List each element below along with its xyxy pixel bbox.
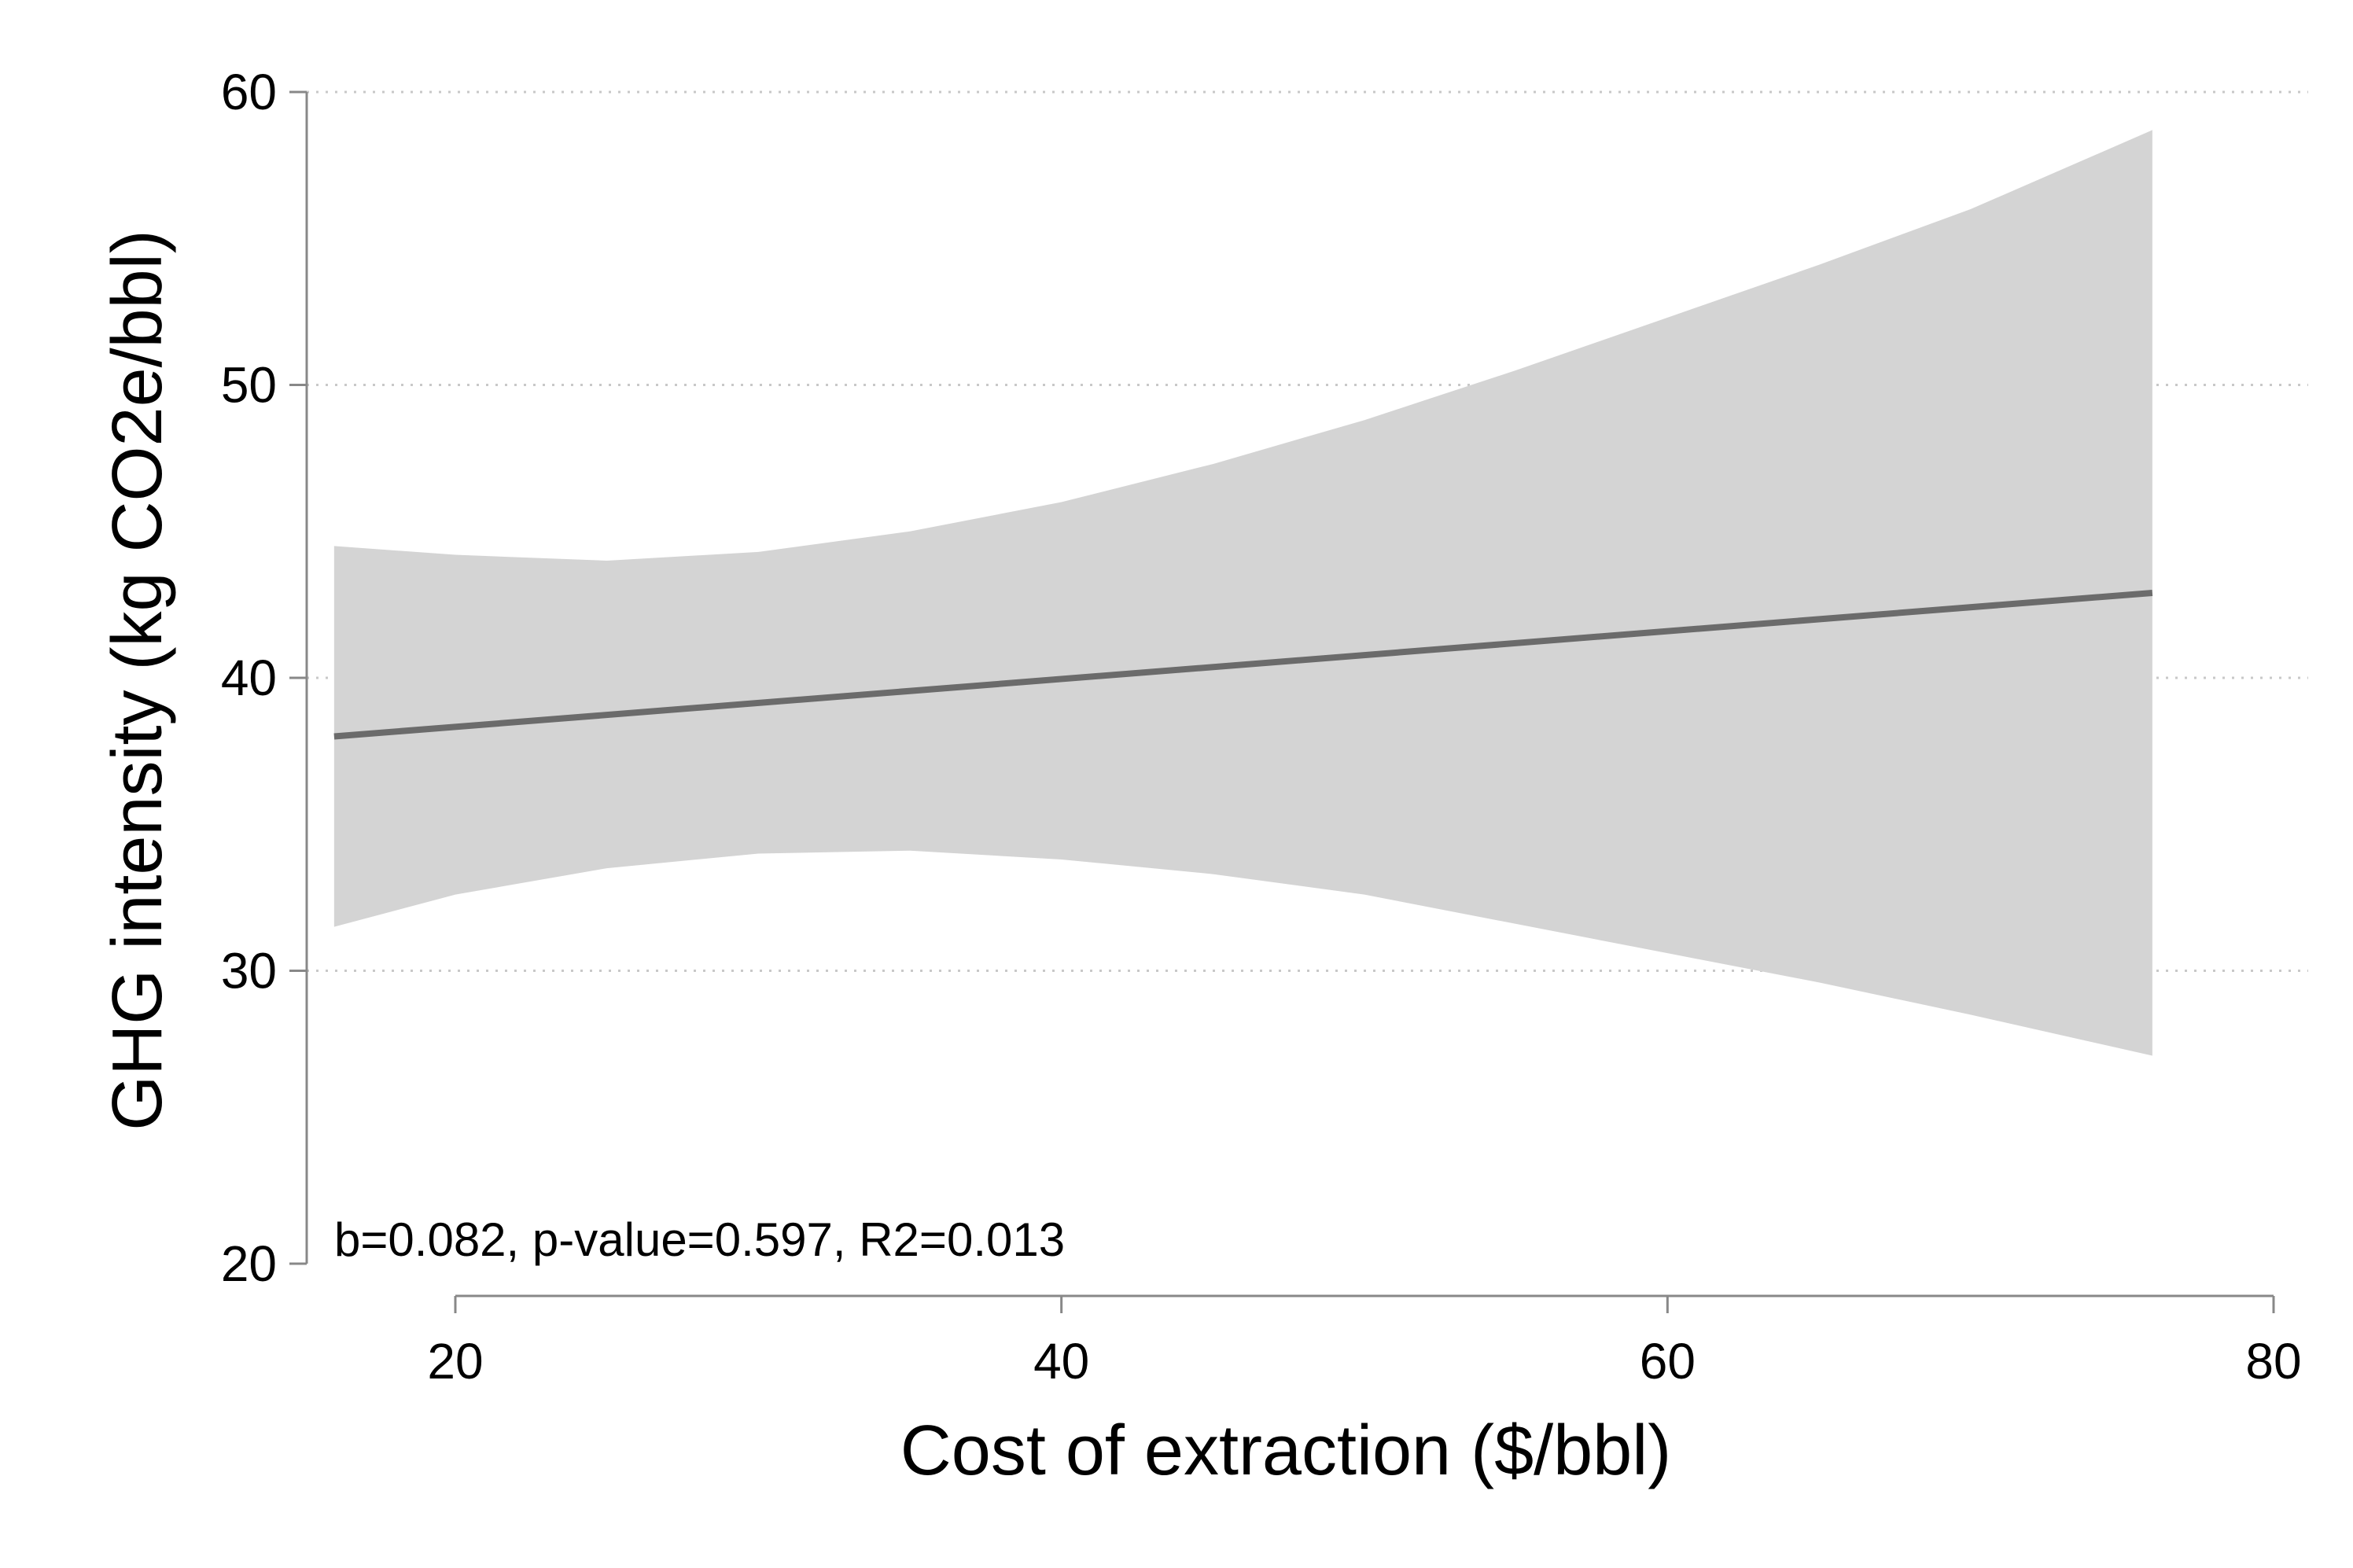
- y-tick-label-50: 50: [221, 357, 277, 414]
- y-axis-title: GHG intensity (kg CO2e/bbl): [98, 230, 177, 1130]
- x-axis-title: Cost of extraction ($/bbl): [900, 1412, 1671, 1490]
- x-tick-label-20: 20: [427, 1333, 483, 1389]
- x-tick-label-40: 40: [1033, 1333, 1089, 1389]
- y-tick-label-20: 20: [221, 1235, 277, 1292]
- x-tick-label-80: 80: [2245, 1333, 2301, 1389]
- y-axis: 20 30 40 50 60: [221, 64, 308, 1292]
- fit-line: [333, 589, 2153, 740]
- y-tick-label-30: 30: [221, 943, 277, 999]
- y-tick-label-60: 60: [221, 64, 277, 120]
- x-axis: 20 40 60 80: [427, 1294, 2302, 1389]
- y-tick-label-40: 40: [221, 650, 277, 706]
- regression-stats-annotation: b=0.082, p-value=0.597, R2=0.013: [334, 1213, 1065, 1266]
- confidence-band: [333, 130, 2152, 1056]
- x-tick-label-60: 60: [1640, 1333, 1696, 1389]
